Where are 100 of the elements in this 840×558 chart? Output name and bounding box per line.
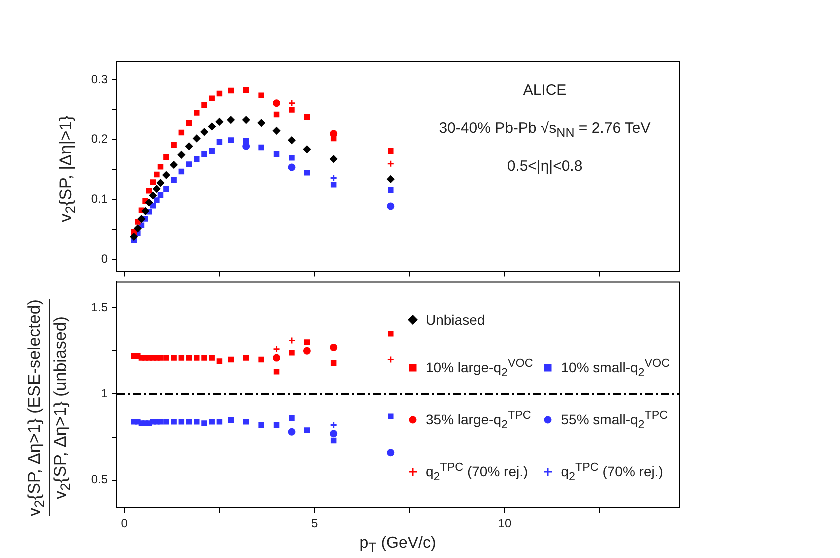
- point: [200, 128, 208, 136]
- point: [258, 356, 264, 363]
- annotation: ALICE: [523, 82, 567, 99]
- point: [194, 355, 200, 361]
- point: [289, 350, 295, 356]
- point: [154, 172, 160, 178]
- point: [171, 177, 177, 183]
- point: [186, 355, 192, 361]
- point: [178, 355, 185, 361]
- point: [171, 142, 177, 148]
- point: [274, 112, 280, 118]
- point: [158, 355, 164, 361]
- point: [304, 170, 310, 176]
- point: [216, 418, 223, 425]
- point: [274, 422, 280, 428]
- point: [273, 100, 281, 108]
- y-tick-label: 0: [101, 252, 108, 266]
- point: [330, 155, 338, 163]
- point: [330, 136, 337, 142]
- point: [227, 116, 235, 124]
- y-tick-label: 1.5: [91, 300, 108, 314]
- y-tick-label: 0.1: [91, 192, 108, 206]
- x-tick-label: 5: [311, 516, 318, 531]
- point: [186, 418, 192, 425]
- point: [194, 110, 200, 116]
- point: [158, 418, 164, 425]
- point: [258, 144, 264, 151]
- point: [202, 420, 208, 426]
- y-tick-label: 1: [101, 386, 108, 401]
- annotation: 30-40% Pb-Pb √s$_{NN}$ = 2.76 TeV: [439, 120, 651, 140]
- point: [156, 179, 164, 187]
- point: [171, 355, 177, 361]
- point: [330, 438, 337, 444]
- point: [273, 346, 281, 354]
- point: [387, 202, 395, 210]
- point: [288, 337, 296, 345]
- point: [243, 138, 250, 144]
- point: [330, 360, 337, 366]
- point: [209, 355, 215, 361]
- point: [387, 176, 395, 184]
- point: [288, 428, 296, 436]
- point: [164, 186, 170, 192]
- legend-label: q$_{2}$$^{TPC}$ (70% rej.): [561, 460, 664, 484]
- point: [209, 418, 215, 425]
- point: [330, 174, 338, 182]
- point: [135, 219, 141, 225]
- point: [243, 418, 250, 425]
- point: [330, 430, 338, 438]
- point: [194, 418, 200, 425]
- point: [388, 414, 394, 420]
- point: [274, 368, 280, 375]
- point: [149, 192, 157, 200]
- point: [162, 172, 170, 180]
- annotation: 0.5<|η|<0.8: [507, 158, 583, 175]
- point: [164, 154, 170, 160]
- point: [216, 118, 224, 126]
- point: [208, 122, 216, 130]
- point: [258, 422, 264, 428]
- point: [387, 160, 395, 168]
- point: [273, 127, 281, 135]
- point: [164, 355, 170, 361]
- point: [142, 208, 150, 216]
- point: [216, 90, 223, 97]
- point: [146, 188, 152, 194]
- point: [304, 428, 310, 434]
- point: [258, 92, 264, 98]
- point: [228, 356, 234, 363]
- point: [194, 156, 200, 162]
- point: [228, 417, 234, 423]
- point: [134, 224, 142, 232]
- point: [193, 134, 201, 142]
- point: [288, 100, 296, 108]
- point: [178, 168, 185, 175]
- point: [387, 449, 395, 457]
- point: [170, 161, 178, 169]
- point: [388, 187, 394, 194]
- point: [178, 151, 186, 159]
- point: [186, 142, 194, 150]
- point: [158, 164, 164, 170]
- point: [186, 120, 192, 126]
- point: [153, 185, 161, 193]
- point: [304, 114, 310, 120]
- x-tick-label: 10: [498, 516, 512, 531]
- point: [228, 88, 234, 94]
- point: [289, 416, 295, 422]
- point: [274, 151, 280, 158]
- point: [209, 148, 215, 154]
- point: [138, 215, 146, 223]
- x-axis-title: p$_{T}$ (GeV/c): [360, 535, 436, 556]
- point: [202, 355, 208, 361]
- point: [202, 102, 208, 108]
- point: [242, 116, 250, 124]
- point: [158, 192, 164, 198]
- point: [164, 418, 170, 425]
- point: [150, 180, 156, 186]
- point: [216, 358, 223, 364]
- point: [216, 139, 223, 146]
- point: [202, 151, 208, 158]
- y-tick-label: 0.3: [91, 72, 108, 86]
- point: [178, 418, 185, 425]
